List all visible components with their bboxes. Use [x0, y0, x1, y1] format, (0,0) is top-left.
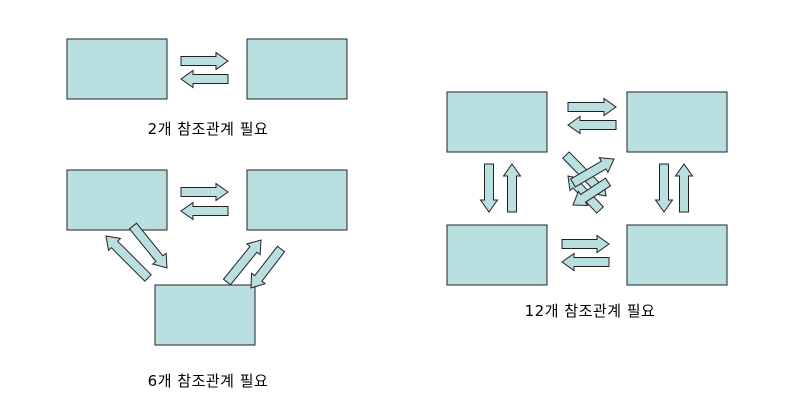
- diagram3-bottom-right-arrow: [561, 234, 610, 254]
- entity-box-a: [66, 38, 168, 100]
- diagram3-bottom-left-arrow: [561, 252, 610, 272]
- caption-four-nodes: 12개 참조관계 필요: [524, 302, 656, 320]
- diagram3-top-left-arrow: [567, 115, 617, 135]
- diagram3-diag-down-left-arrow: [572, 177, 612, 207]
- diagram2-left-arrow: [180, 201, 229, 221]
- diagram2-right-arrow: [180, 182, 229, 202]
- caption-two-nodes: 2개 참조관계 필요: [147, 120, 269, 138]
- entity-box-d: [626, 224, 728, 286]
- diagram3-right-up-arrow: [674, 163, 694, 213]
- entity-box-b: [626, 91, 728, 153]
- diagram2-up-left-arrow: [105, 235, 152, 282]
- entity-box-c: [446, 224, 548, 286]
- diagram2-down-left-arrow: [250, 245, 286, 289]
- diagram3-left-up-arrow: [502, 163, 522, 213]
- diagram3-top-right-arrow: [567, 97, 617, 117]
- diagram3-diag-up-right-arrow: [570, 157, 615, 188]
- diagram1-right-arrow: [180, 51, 229, 71]
- diagram2-down-right-arrow: [128, 222, 168, 269]
- entity-box-b: [246, 169, 348, 231]
- diagram1-left-arrow: [180, 69, 229, 89]
- entity-box-a: [446, 91, 548, 153]
- diagram3-right-down-arrow: [654, 163, 674, 213]
- diagram2-up-right-arrow: [222, 239, 262, 286]
- entity-box-a: [66, 169, 168, 231]
- diagram3-left-down-arrow: [479, 163, 499, 213]
- entity-box-b: [246, 38, 348, 100]
- caption-three-nodes: 6개 참조관계 필요: [147, 372, 269, 390]
- entity-box-c: [154, 284, 256, 346]
